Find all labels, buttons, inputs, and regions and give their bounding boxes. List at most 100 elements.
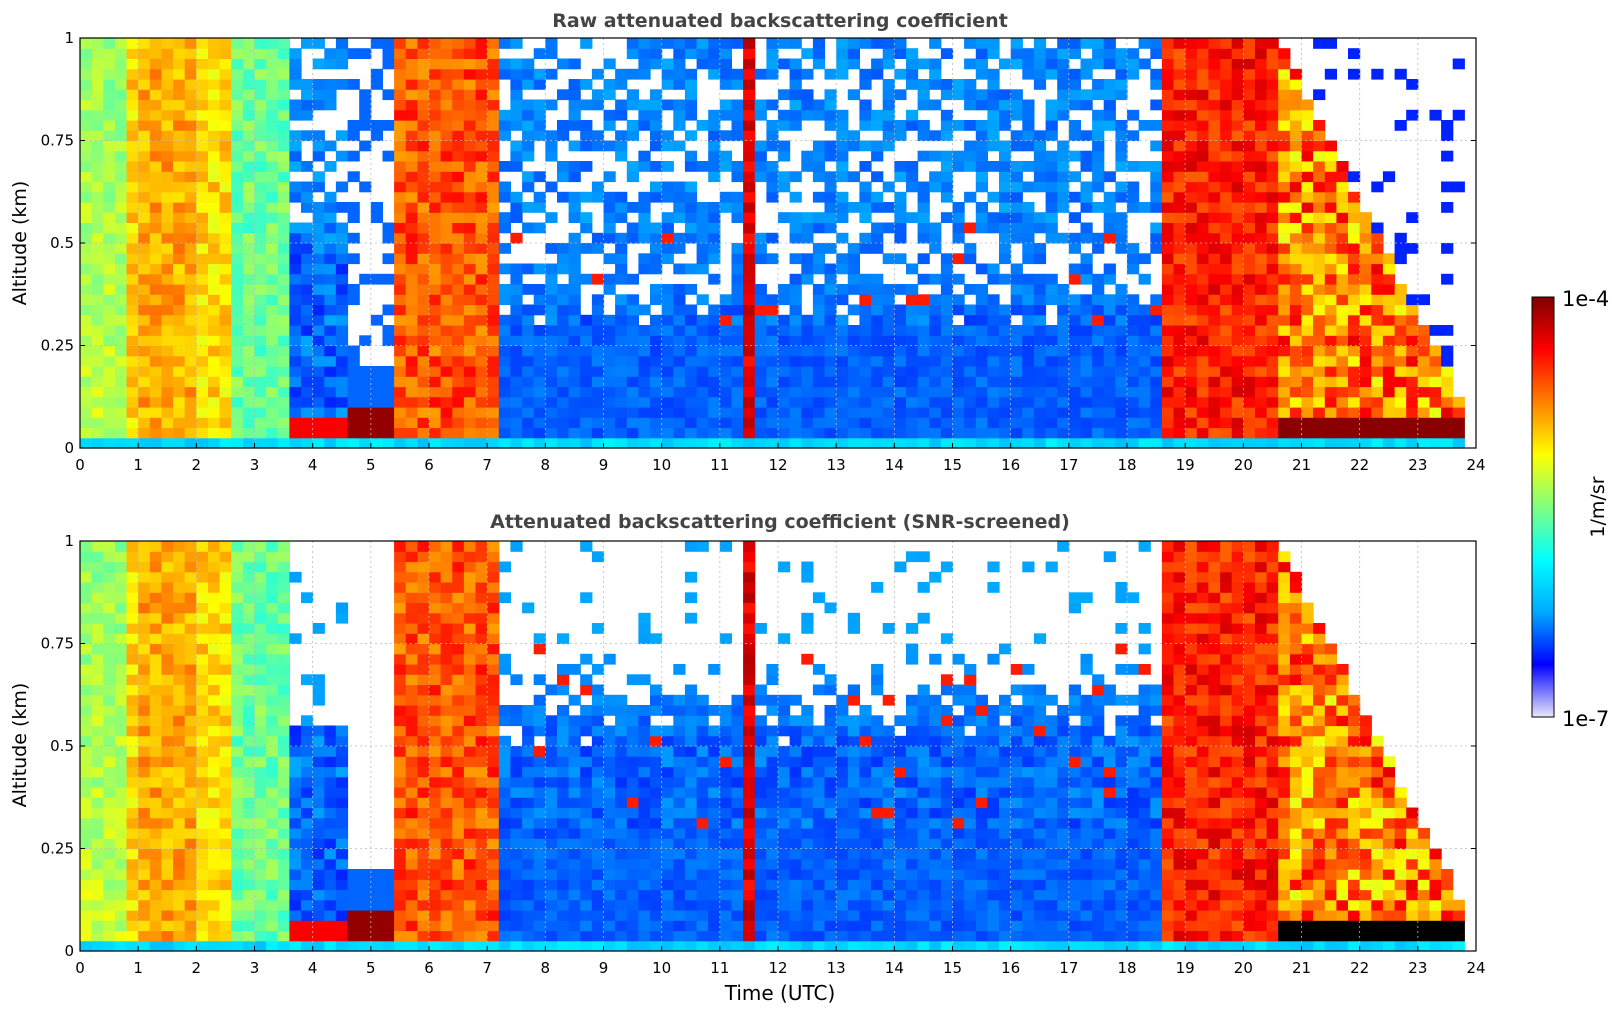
heat-cell — [650, 161, 663, 172]
heat-cell — [184, 396, 197, 408]
heat-cell — [1196, 345, 1209, 357]
heat-cell — [603, 109, 616, 121]
heat-cell — [114, 437, 128, 449]
heat-cell — [417, 273, 430, 285]
heat-cell — [626, 376, 639, 388]
heat-cell — [1371, 294, 1384, 306]
heat-cell — [173, 858, 186, 870]
heat-cell — [452, 355, 465, 367]
heat-cell — [1103, 38, 1116, 49]
heat-cell — [475, 181, 488, 193]
heat-cell — [1255, 355, 1268, 367]
heat-cell — [1173, 120, 1186, 131]
heat-cell — [254, 191, 267, 203]
heat-cell — [463, 396, 477, 408]
heat-cell — [719, 417, 732, 429]
heat-cell — [1138, 335, 1151, 347]
heat-cell — [405, 592, 418, 604]
heat-cell — [149, 848, 162, 860]
heat-cell — [498, 355, 511, 367]
heat-cell — [1289, 150, 1303, 162]
x-tick-label: 21 — [1292, 456, 1311, 474]
heat-cell — [684, 304, 698, 316]
heat-cell — [1010, 191, 1023, 203]
heat-cell — [266, 161, 279, 172]
heat-cell — [80, 889, 93, 901]
heat-cell — [126, 848, 139, 860]
heat-cell — [149, 879, 162, 891]
heat-cell — [80, 294, 93, 306]
heat-cell — [173, 612, 186, 624]
heat-cell — [754, 109, 767, 121]
heat-cell — [452, 858, 465, 870]
heat-cell — [266, 910, 279, 921]
heat-cell — [1359, 273, 1372, 285]
heat-cell — [975, 366, 988, 377]
heat-cell — [277, 879, 290, 891]
heat-cell — [1266, 150, 1279, 162]
heat-cell — [1127, 396, 1140, 408]
heat-cell — [266, 582, 279, 593]
heat-cell — [359, 120, 372, 131]
heat-cell — [1185, 150, 1198, 162]
heat-cell — [208, 109, 221, 121]
heat-cell — [871, 417, 884, 429]
heat-cell — [940, 263, 954, 275]
heat-cell — [847, 202, 860, 213]
heat-cell — [591, 407, 605, 418]
heat-cell — [219, 612, 232, 624]
heat-cell — [242, 612, 256, 624]
heat-cell — [475, 243, 488, 254]
heat-cell — [382, 427, 395, 439]
heat-cell — [429, 273, 442, 285]
heat-cell — [1196, 212, 1209, 223]
heat-cell — [1208, 243, 1221, 254]
heat-cell — [1255, 263, 1268, 275]
heat-cell — [1278, 253, 1291, 265]
heat-cell — [208, 551, 221, 563]
heat-cell — [1185, 243, 1198, 254]
heat-cell — [114, 910, 128, 921]
heat-cell — [126, 910, 139, 921]
heat-cell — [231, 109, 244, 121]
heat-cell — [196, 437, 209, 449]
heat-cell — [242, 633, 256, 645]
heat-cell — [440, 653, 453, 665]
heat-cell — [847, 140, 860, 152]
heat-cell — [591, 99, 605, 111]
heat-cell — [1255, 407, 1268, 418]
heat-cell — [91, 109, 104, 121]
heat-cell — [429, 191, 442, 203]
heat-cell — [80, 899, 93, 911]
heat-cell — [1196, 222, 1209, 234]
heat-cell — [812, 38, 826, 49]
heat-cell — [580, 38, 593, 49]
heat-cell — [1231, 263, 1244, 275]
heat-cell — [557, 386, 570, 398]
heat-cell — [219, 325, 232, 336]
heat-cell — [417, 376, 430, 388]
heat-cell — [254, 602, 267, 614]
heat-cell — [638, 161, 651, 172]
heat-cell — [754, 161, 767, 172]
heat-cell — [417, 653, 430, 665]
heat-cell — [836, 355, 849, 367]
heat-cell — [208, 582, 221, 593]
heat-cell — [778, 140, 791, 152]
heat-cell — [242, 140, 256, 152]
heat-cell — [650, 366, 663, 377]
heat-cell — [603, 232, 616, 244]
heat-cell — [1045, 284, 1058, 295]
heat-cell — [1220, 243, 1233, 254]
heat-cell — [1115, 284, 1128, 295]
heat-cell — [638, 355, 651, 367]
heat-cell — [1045, 355, 1058, 367]
heat-cell — [882, 120, 895, 131]
heat-cell — [1138, 366, 1151, 377]
heat-cell — [394, 345, 407, 357]
heat-cell — [1371, 407, 1384, 418]
heat-cell — [161, 766, 174, 778]
heat-cell — [196, 89, 209, 101]
heat-cell — [196, 140, 209, 152]
heat-cell — [1022, 376, 1035, 388]
